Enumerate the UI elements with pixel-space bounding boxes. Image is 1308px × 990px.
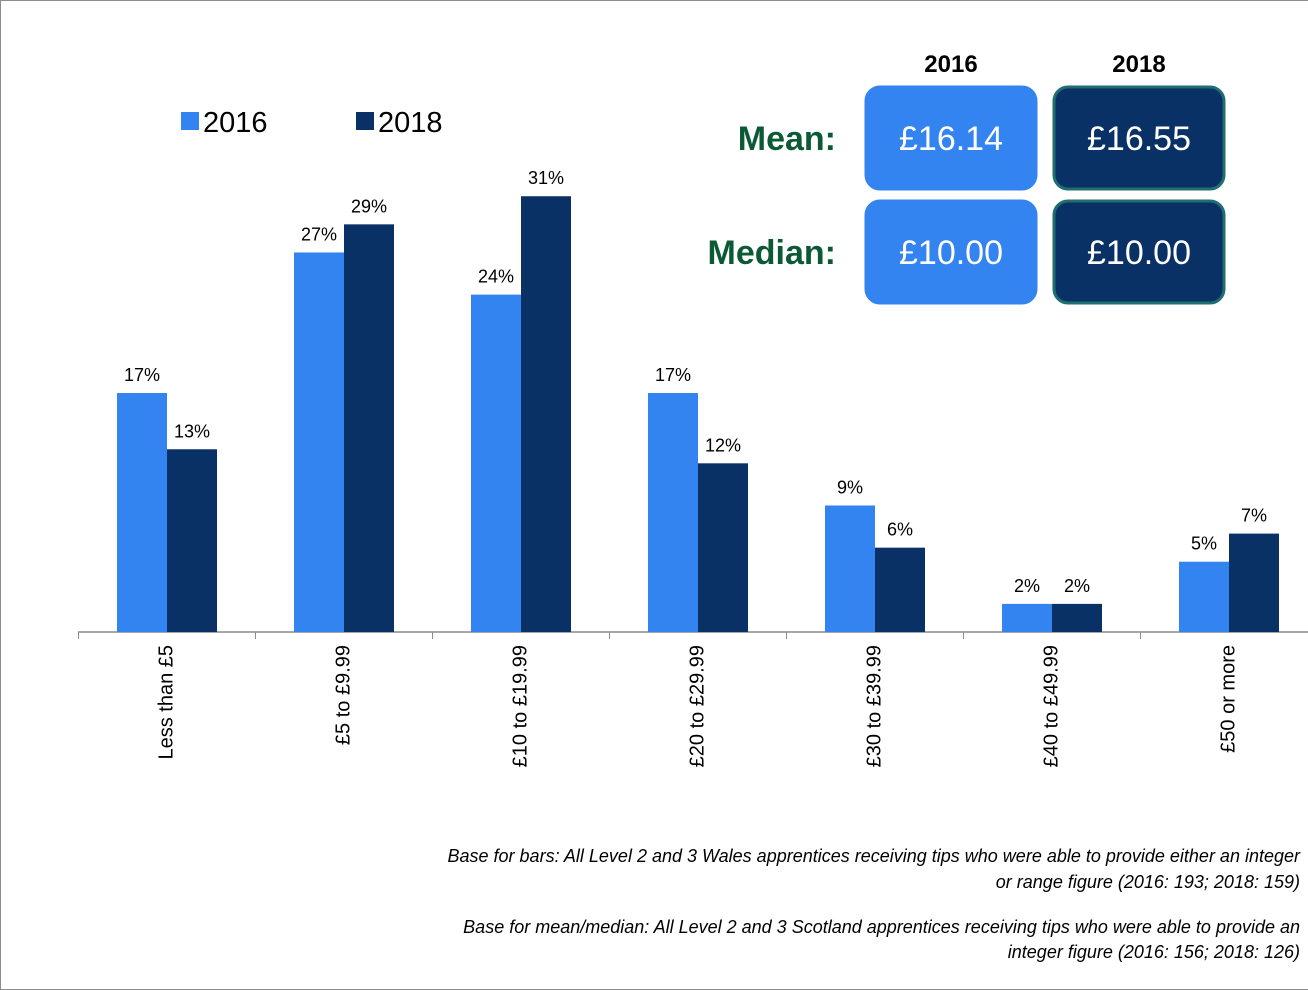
bar: [344, 224, 394, 633]
bar: [825, 505, 875, 632]
legend-label: 2018: [378, 107, 443, 139]
summary-row-label: Median:: [708, 234, 836, 272]
summary-box: [1052, 85, 1226, 191]
value-label: 9%: [837, 477, 863, 497]
value-label: 29%: [351, 196, 387, 216]
value-label: 17%: [124, 365, 160, 385]
value-label: 31%: [528, 168, 564, 188]
summary-value: £10.00: [899, 234, 1003, 272]
value-label: 13%: [174, 421, 210, 441]
footnote: Base for mean/median: All Level 2 and 3 …: [463, 917, 1300, 937]
bar: [521, 196, 571, 632]
bar: [875, 547, 925, 632]
value-label: 24%: [478, 267, 514, 287]
bar: [1002, 603, 1052, 632]
footnote: Base for bars: All Level 2 and 3 Wales a…: [448, 846, 1301, 866]
value-label: 5%: [1191, 534, 1217, 554]
x-tick-label: Less than £5: [155, 645, 177, 760]
summary-column-header: 2016: [924, 51, 977, 78]
value-label: 17%: [655, 365, 691, 385]
legend-label: 2016: [203, 107, 268, 139]
summary-box: [1052, 199, 1226, 305]
summary-value: £16.55: [1087, 120, 1191, 158]
bar: [471, 294, 521, 632]
summary-box: [864, 199, 1038, 305]
x-tick-label: £10 to £19.99: [509, 645, 531, 767]
bar: [117, 393, 167, 632]
summary-value: £16.14: [899, 120, 1003, 158]
summary-box: [864, 85, 1038, 191]
footnote: integer figure (2016: 156; 2018: 126): [1008, 942, 1300, 962]
value-label: 6%: [887, 520, 913, 540]
x-tick-label: £40 to £49.99: [1040, 645, 1062, 767]
footnote: or range figure (2016: 193; 2018: 159): [996, 872, 1300, 892]
x-tick-label: £20 to £29.99: [686, 645, 708, 767]
summary-column-header: 2018: [1112, 51, 1165, 78]
value-label: 2%: [1014, 576, 1040, 596]
value-label: 2%: [1064, 576, 1090, 596]
value-label: 27%: [301, 224, 337, 244]
bar: [1179, 561, 1229, 632]
value-label: 7%: [1241, 506, 1267, 526]
bar: [1229, 533, 1279, 632]
bar: [294, 252, 344, 632]
x-tick-label: £30 to £39.99: [863, 645, 885, 767]
x-tick-label: £50 or more: [1217, 645, 1239, 753]
bar: [1052, 603, 1102, 632]
bar: [167, 449, 217, 632]
value-label: 12%: [705, 435, 741, 455]
legend-swatch: [356, 112, 374, 130]
summary-row-label: Mean:: [738, 120, 836, 158]
bar: [698, 463, 748, 632]
summary-value: £10.00: [1087, 234, 1191, 272]
x-tick-label: £5 to £9.99: [332, 645, 354, 745]
legend-swatch: [181, 112, 199, 130]
bar: [648, 393, 698, 632]
